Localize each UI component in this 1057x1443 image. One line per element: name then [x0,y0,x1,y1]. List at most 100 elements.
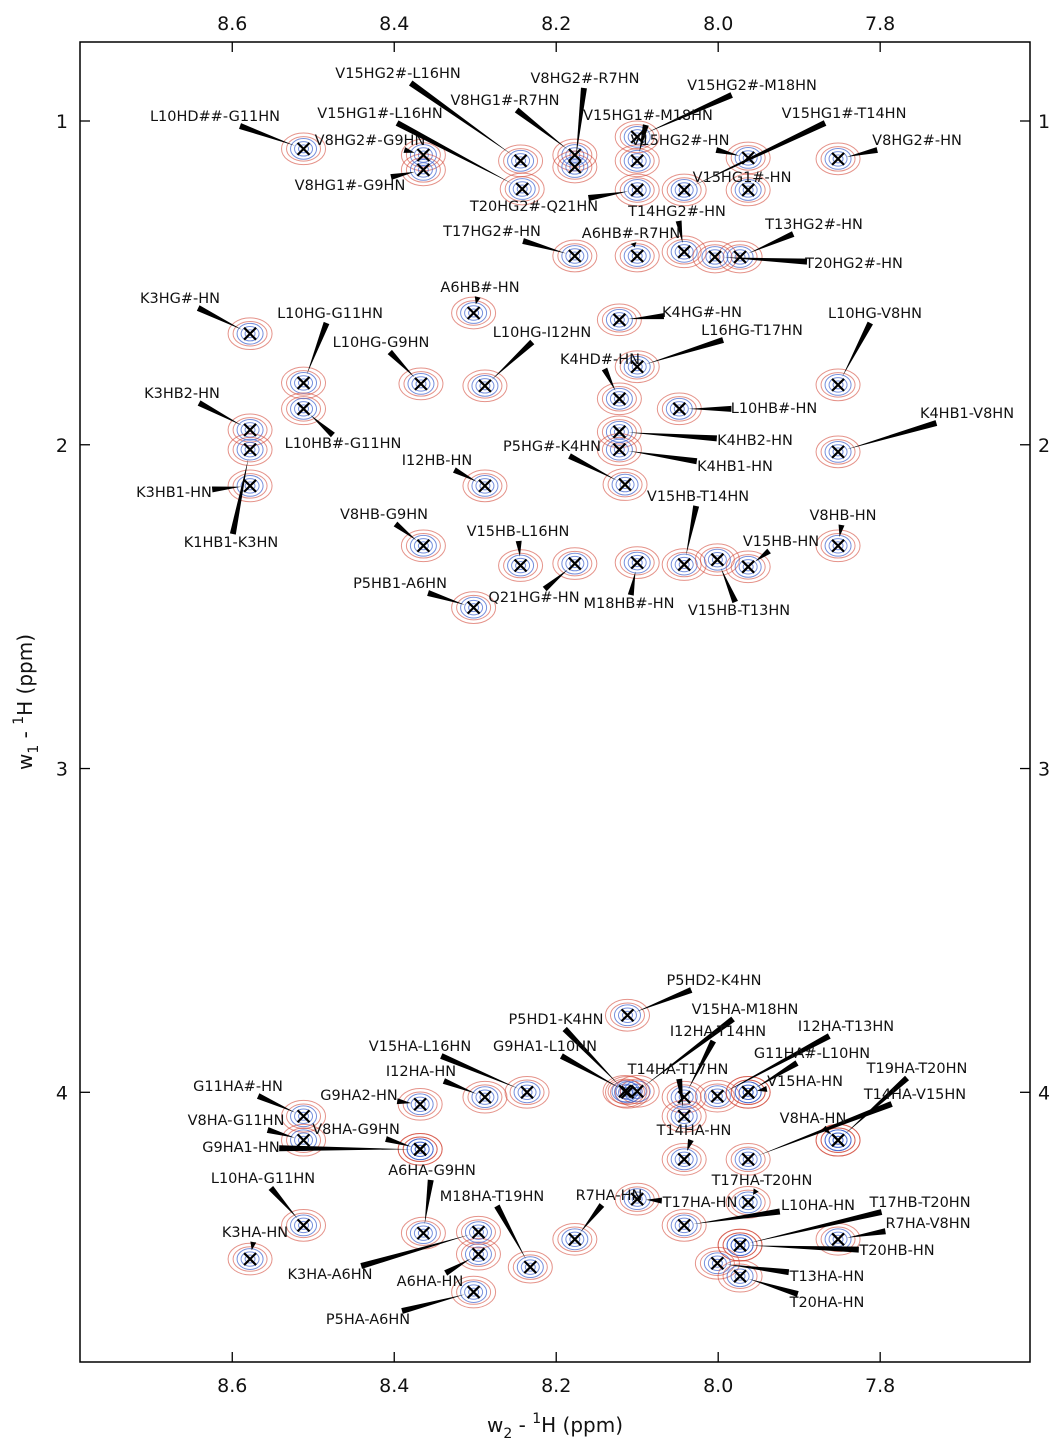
peak-label: L10HG-I12HN [493,325,591,341]
leader-wedge [514,107,568,150]
contour [617,1007,637,1023]
contour [236,322,264,345]
contour [730,249,750,265]
contour [294,375,314,391]
leader-wedge [250,1241,257,1251]
contour [734,1081,762,1104]
contour [824,373,852,396]
peak-marker [733,1238,747,1252]
leader-wedge [401,1294,465,1314]
peak-marker [515,182,529,196]
leader-wedge [645,337,724,365]
contour [397,1087,443,1121]
y-tick-label: 1 [56,111,68,133]
contour [516,1256,544,1279]
peak-marker [741,1085,755,1100]
contour [734,179,762,201]
contour [738,1084,758,1101]
y-tick-label-right: 2 [1038,435,1050,457]
contour [565,555,585,572]
contour [464,1284,484,1300]
peak-marker [677,183,691,197]
contour [405,1220,441,1246]
leader-wedge [385,1136,412,1147]
peak-label: T14HG2#-HN [627,204,726,220]
peak-label: L16HG-T17HN [701,323,803,339]
contour [742,1087,754,1097]
peak-label: V8HA-G9HN [312,1122,400,1138]
peak-marker [710,552,725,567]
contour [227,433,273,466]
leader-wedge [644,1016,735,1086]
leader-wedge [821,1125,832,1135]
contour [694,1246,740,1280]
contour [674,1108,694,1124]
contour [670,1214,698,1237]
contour [703,1252,731,1275]
leader-wedge [842,321,873,377]
contour [725,1075,771,1109]
peak-marker [630,154,644,168]
contour [725,1186,771,1219]
peak-label: V15HG1#-HN [693,170,792,186]
peak-label: L10HB#-G11HN [285,436,402,452]
contour [298,144,310,154]
contour [670,179,698,201]
leader-wedge [628,450,698,465]
contour [734,1148,762,1171]
contour [468,1246,488,1262]
peak-marker [677,1218,691,1233]
leader-wedge [757,1085,768,1092]
contour [451,1275,497,1309]
contours [227,120,861,1309]
contour [294,1217,314,1234]
peak-marker [620,1008,635,1023]
leader-wedge [715,147,740,156]
leader-wedge [196,305,243,330]
contour [666,239,702,265]
contour [468,1287,480,1297]
contour [674,1151,694,1168]
leader-wedge [494,1204,526,1260]
contour [244,329,256,339]
contour [290,1105,318,1128]
leader-wedge [635,987,693,1012]
contour [615,476,635,493]
contour [561,245,589,267]
contour [240,326,260,342]
contour [569,1234,581,1244]
peak-marker [630,555,644,570]
contour [623,1188,651,1211]
contour [298,404,310,414]
contour [614,120,660,154]
contour [832,1135,844,1145]
leader-wedge [646,1197,662,1204]
contour [294,401,314,417]
peak-label: L10HD##-G11HN [150,109,280,125]
contour [602,468,648,501]
contour [552,1222,598,1256]
leader-wedge [755,1060,799,1088]
contour [614,144,660,178]
contour [824,1129,852,1152]
contour [456,1279,492,1305]
peak-label: L10HA-G11HN [211,1171,315,1187]
contour [286,136,322,162]
contour [517,1084,537,1101]
contour [298,1111,310,1121]
peaks: L10HD##-G11HN V8HG2#-G9HN V8HG1#-G9HN V15HG… [136,66,1014,1328]
contour [674,556,694,573]
contour [281,1209,327,1242]
peak-marker [466,1285,481,1299]
contour [666,1146,702,1173]
contour [820,1127,856,1153]
leader-wedge [390,171,415,180]
peak-label: K4HG#-HN [662,305,742,321]
peak-marker [466,306,481,320]
contour [613,1004,641,1027]
peak-label: V15HB-L16HN [467,524,570,540]
contour [471,374,499,397]
peak-marker [568,556,582,571]
leader-wedge [279,1145,412,1152]
contour [409,1222,437,1245]
